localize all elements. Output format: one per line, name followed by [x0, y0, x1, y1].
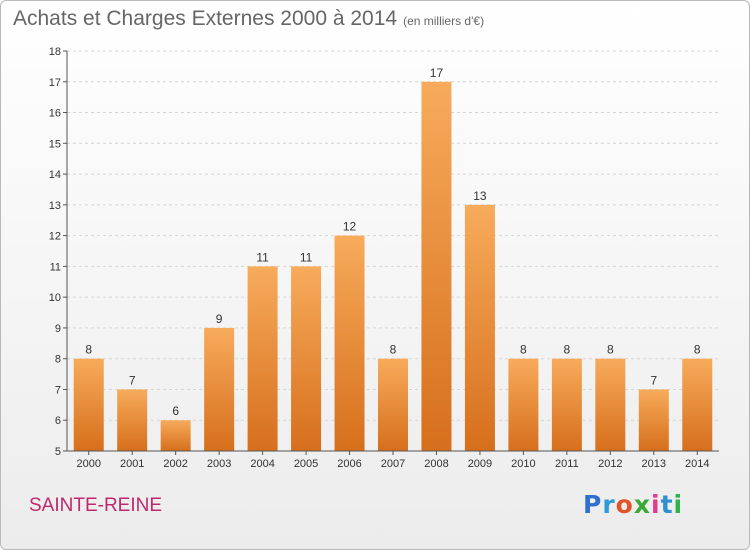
x-tick-label: 2008	[424, 458, 448, 470]
y-tick-label: 16	[49, 108, 61, 120]
bar-2000[interactable]	[73, 358, 104, 451]
data-label: 6	[172, 404, 179, 418]
data-label: 8	[607, 343, 614, 357]
bar-2002[interactable]	[160, 420, 191, 451]
y-tick-label: 13	[49, 200, 61, 212]
x-tick-label: 2004	[250, 458, 274, 470]
y-tick-label: 7	[55, 384, 61, 396]
proxiti-logo[interactable]: Proxiti	[583, 490, 683, 519]
data-label: 8	[520, 343, 527, 357]
axes	[63, 50, 719, 455]
bar-2004[interactable]	[247, 266, 278, 451]
data-label: 11	[256, 250, 269, 264]
y-tick-label: 6	[55, 415, 61, 427]
bar-2010[interactable]	[508, 358, 539, 451]
data-label: 12	[343, 220, 357, 234]
logo-letter: x	[633, 490, 651, 519]
y-tick-label: 14	[49, 169, 61, 181]
data-label: 9	[216, 312, 223, 326]
logo-letter: P	[583, 490, 603, 519]
data-label: 7	[650, 373, 657, 387]
x-tick-label: 2010	[511, 458, 535, 470]
y-tick-label: 5	[55, 446, 61, 458]
logo-letter: o	[615, 490, 634, 519]
x-tick-label: 2012	[598, 458, 622, 470]
logo-letter: t	[660, 490, 674, 519]
chart-unit: (en milliers d'€)	[403, 14, 485, 28]
logo-letter: i	[651, 490, 661, 519]
data-label: 8	[390, 343, 397, 357]
bars	[73, 81, 713, 452]
logo-letter: r	[602, 490, 616, 519]
x-tick-label: 2007	[381, 458, 405, 470]
data-label: 17	[430, 66, 444, 80]
data-label: 7	[129, 373, 136, 387]
y-tick-label: 15	[49, 138, 61, 150]
bar-2008[interactable]	[421, 81, 452, 452]
y-tick-label: 11	[50, 261, 61, 273]
bar-2006[interactable]	[334, 235, 365, 451]
y-tick-label: 8	[55, 354, 61, 366]
y-tick-label: 17	[49, 77, 61, 89]
x-tick-label: 2000	[76, 458, 100, 470]
chart-title-text: Achats et Charges Externes 2000 à 2014	[13, 7, 398, 30]
data-label: 11	[300, 250, 313, 264]
x-tick-label: 2003	[207, 458, 231, 470]
x-tick-label: 2005	[294, 458, 318, 470]
bar-2005[interactable]	[291, 266, 322, 451]
data-label: 13	[473, 189, 487, 203]
data-label: 8	[85, 343, 92, 357]
x-tick-label: 2009	[468, 458, 492, 470]
y-tick-label: 18	[49, 46, 61, 58]
y-tick-label: 10	[49, 292, 61, 304]
bar-2013[interactable]	[638, 389, 669, 451]
bar-2001[interactable]	[117, 389, 148, 451]
x-tick-label: 2006	[337, 458, 361, 470]
x-tick-label: 2013	[642, 458, 666, 470]
x-tick-label: 2001	[120, 458, 144, 470]
bar-2009[interactable]	[464, 204, 495, 451]
bar-2014[interactable]	[682, 358, 713, 451]
place-name: SAINTE-REINE	[29, 495, 163, 516]
logo-letter: i	[673, 490, 684, 519]
bar-2007[interactable]	[378, 358, 408, 451]
bar-2011[interactable]	[551, 358, 582, 451]
data-label: 8	[564, 343, 571, 357]
x-tick-label: 2011	[555, 458, 579, 470]
y-tick-label: 9	[55, 323, 61, 335]
y-tick-label: 12	[49, 231, 61, 243]
x-tick-label: 2002	[163, 458, 187, 470]
labels: 5 6 7 8 9 10 11 12 13 14 15 16 17 18 8 2000 7 2001 6 2002 9 2…	[49, 46, 710, 470]
data-label: 8	[694, 343, 701, 357]
chart-title: Achats et Charges Externes 2000 à 2014 (e…	[13, 7, 484, 31]
bar-2003[interactable]	[204, 327, 235, 451]
x-tick-label: 2014	[685, 458, 709, 470]
bar-2012[interactable]	[595, 358, 626, 451]
